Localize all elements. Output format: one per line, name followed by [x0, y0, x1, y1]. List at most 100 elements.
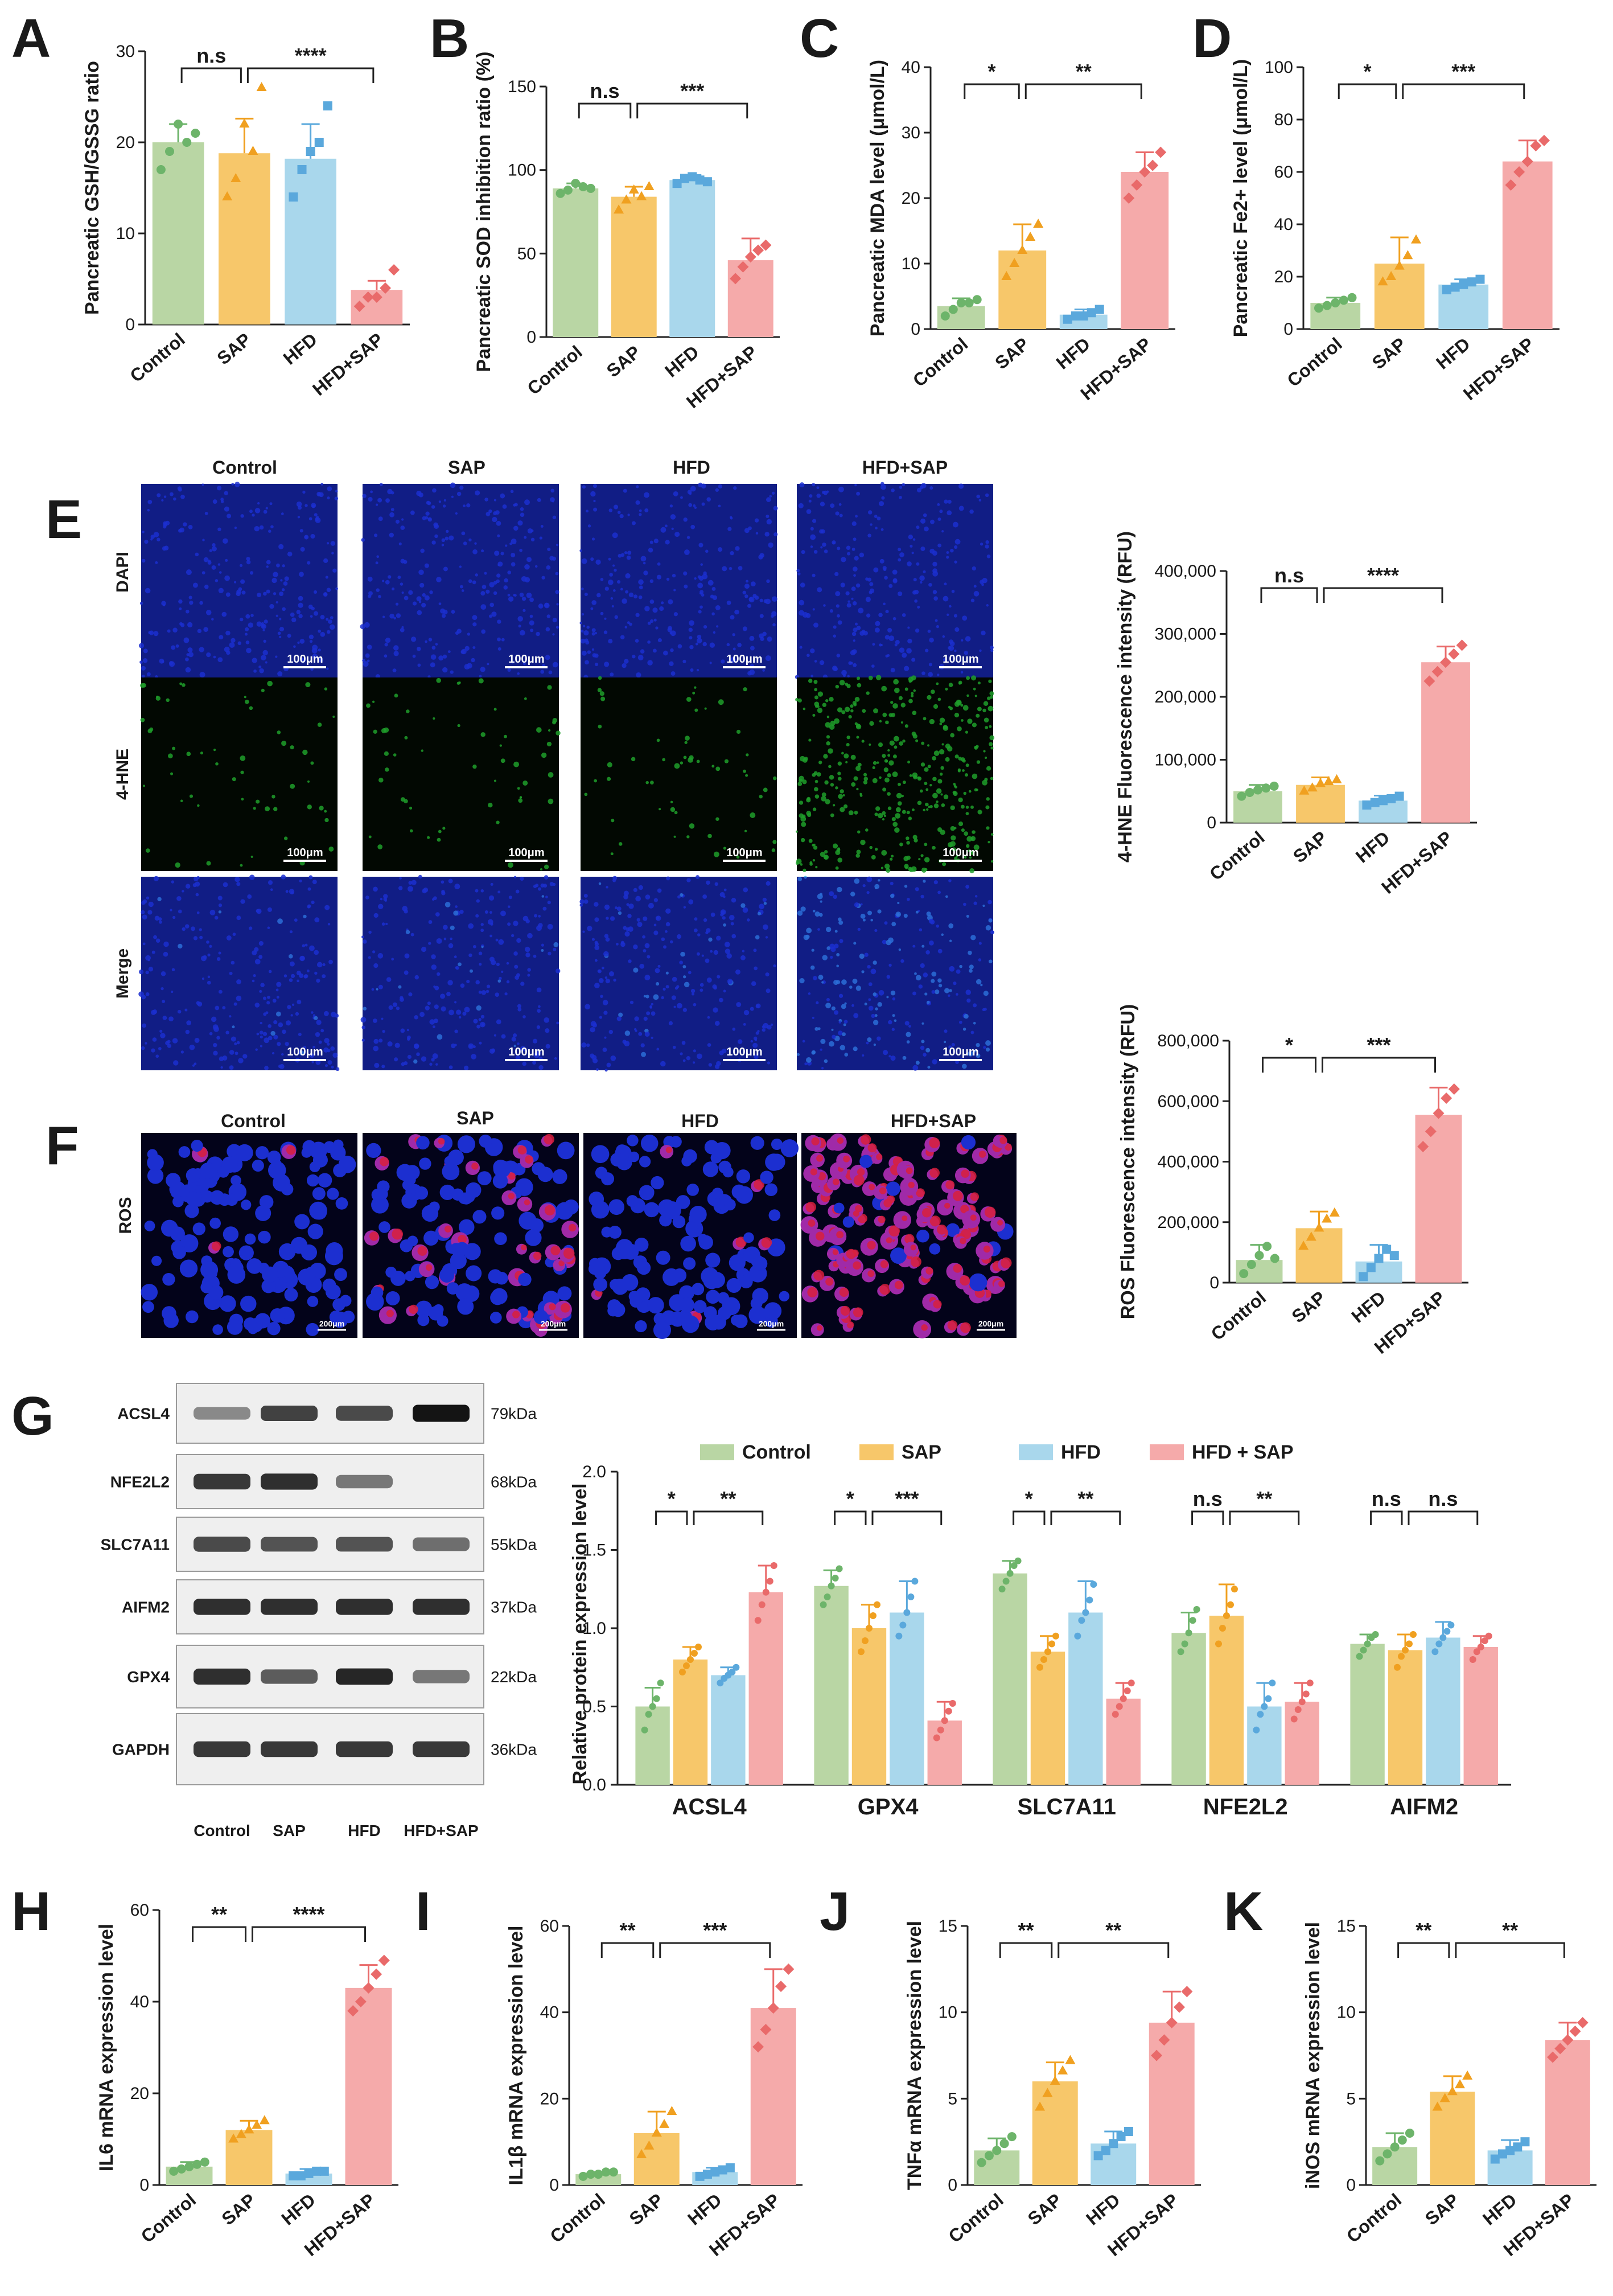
nucleus [209, 1217, 221, 1229]
data-point [1181, 1986, 1193, 1998]
image-speckle [808, 679, 813, 683]
y-tick-label: 0 [1283, 320, 1293, 339]
image-speckle [927, 695, 932, 700]
image-speckle [857, 830, 861, 834]
image-speckle [215, 762, 219, 766]
y-tick-label: 0 [1346, 2176, 1356, 2195]
nucleus [753, 1256, 768, 1271]
image-speckle [986, 766, 991, 771]
data-point [1389, 1251, 1399, 1260]
image-speckle [972, 722, 977, 728]
image-speckle [846, 735, 850, 740]
x-tick-label: SAP [1024, 2190, 1066, 2229]
y-tick-label: 40 [1274, 215, 1293, 234]
data-point [353, 301, 365, 312]
image-speckle [972, 773, 978, 779]
ros-signal [880, 1260, 888, 1268]
ros-signal [754, 1179, 764, 1190]
bar-sap [611, 196, 657, 337]
bar-acsl4-0 [635, 1706, 670, 1785]
image-speckle [404, 736, 408, 740]
nucleus [731, 1184, 747, 1200]
significance-bracket [1262, 1057, 1316, 1073]
data-point [1331, 774, 1342, 783]
nucleus [670, 1136, 682, 1148]
image-speckle [954, 712, 960, 718]
image-speckle [939, 749, 945, 755]
bar-hfd [285, 158, 336, 325]
data-point [999, 2139, 1009, 2149]
image-background [141, 677, 338, 871]
data-point [563, 185, 573, 195]
ros-signal [761, 1237, 772, 1248]
significance-label: * [987, 60, 995, 83]
image-speckle [206, 861, 211, 866]
image-speckle [950, 826, 956, 831]
image-speckle [707, 833, 712, 839]
data-point [1223, 1612, 1230, 1619]
image-speckle [852, 701, 857, 705]
image-speckle [937, 697, 941, 701]
scale-bar-label: 100μm [287, 847, 323, 859]
image-speckle [833, 843, 838, 849]
nucleus [241, 1200, 252, 1210]
ros-signal [853, 1307, 863, 1318]
image-speckle [965, 806, 969, 809]
image-speckle [966, 694, 969, 697]
image-speckle [873, 761, 877, 765]
image-speckle [544, 864, 549, 869]
image-speckle [816, 772, 821, 777]
image-speckle [906, 811, 910, 815]
image-speckle [496, 820, 500, 824]
y-tick-label: 60 [130, 1901, 149, 1920]
image-speckle [837, 847, 841, 850]
nucleus [644, 1202, 660, 1218]
image-speckle [806, 811, 811, 816]
ros-signal [444, 1225, 452, 1233]
image-speckle [952, 847, 956, 852]
significance-bracket [1057, 1942, 1170, 1958]
image-speckle [964, 773, 969, 777]
image-speckle [823, 754, 828, 759]
y-tick-label: 20 [902, 189, 920, 208]
y-tick-label: 20 [540, 2089, 559, 2108]
image-speckle [988, 679, 992, 683]
ros-signal [970, 1214, 977, 1221]
ros-signal [544, 1133, 554, 1145]
data-point [762, 1588, 770, 1596]
image-speckle [924, 843, 928, 847]
protein-label: GAPDH [112, 1741, 170, 1759]
scale-bar-label: 100μm [508, 847, 544, 859]
ros-col-hfd: HFD [681, 1111, 719, 1131]
data-point [1455, 2079, 1466, 2089]
x-tick-label: SAP [1289, 827, 1331, 867]
hne-image-0: 100μm [140, 677, 338, 871]
ros-signal [876, 1153, 883, 1160]
image-speckle [903, 856, 909, 861]
image-speckle [519, 796, 522, 799]
image-speckle [957, 726, 962, 732]
data-point [1447, 1621, 1455, 1629]
image-speckle [945, 757, 950, 762]
image-speckle [421, 749, 423, 752]
ros-signal [805, 1201, 816, 1213]
data-point [832, 1575, 839, 1582]
image-speckle [974, 788, 978, 792]
significance-label: n.s [1372, 1487, 1401, 1510]
nucleus [736, 1169, 751, 1184]
scale-bar-label: 200μm [319, 1319, 344, 1328]
nucleus [258, 1230, 271, 1244]
nucleus [679, 1285, 694, 1301]
data-point [783, 1963, 795, 1975]
data-point [945, 1707, 952, 1715]
significance-bracket [1322, 1057, 1436, 1073]
data-point [948, 305, 958, 314]
nucleus [147, 1168, 164, 1184]
nucleus [459, 1219, 475, 1235]
data-point [1409, 1631, 1417, 1638]
image-speckle [940, 829, 945, 835]
ros-signal [508, 1172, 516, 1180]
nucleus [689, 1206, 707, 1223]
significance-label: * [668, 1487, 676, 1510]
image-speckle [384, 751, 389, 756]
